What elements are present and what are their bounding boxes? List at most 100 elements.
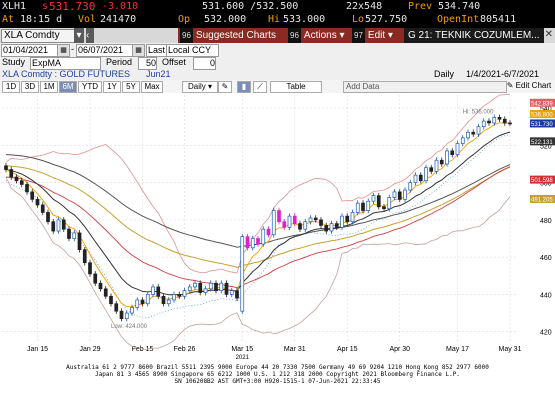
- candle-body: [51, 221, 56, 232]
- end-date-input[interactable]: 06/07/2021: [76, 44, 133, 57]
- candle-body: [182, 290, 187, 297]
- ticker-input[interactable]: XLA Comdty: [1, 29, 75, 43]
- candle-body: [298, 223, 302, 230]
- period-button-1y[interactable]: 1Y: [103, 81, 121, 93]
- oi-value: 805411: [480, 14, 517, 25]
- study-label: Study: [2, 57, 26, 67]
- x-tick-label: Apr 30: [389, 346, 410, 353]
- suggested-label: Suggested Charts: [195, 30, 276, 41]
- candle-body: [303, 221, 308, 230]
- period-button-max[interactable]: Max: [141, 81, 163, 93]
- candle-body: [145, 294, 150, 305]
- time-value: 18:15 d: [20, 14, 63, 25]
- price-tag-label: 522.131: [531, 140, 553, 146]
- candle-body: [492, 117, 497, 124]
- period-bar: 1D 3D 1M 6M YTD 1Y 5Y Max Daily ▾ ✎ ▮ ⟋ Table A…: [0, 80, 555, 93]
- candle-body: [30, 191, 35, 200]
- candle-body: [9, 169, 14, 178]
- period-button-ytd[interactable]: YTD: [78, 81, 102, 93]
- period-button-3d[interactable]: 3D: [21, 81, 39, 93]
- daily-select[interactable]: Daily ▾: [182, 81, 218, 93]
- add-data-input[interactable]: Add Data: [343, 81, 507, 93]
- price-tag-label: 531.730: [531, 122, 553, 128]
- price-tag-label: 536.800: [531, 113, 553, 119]
- low-annotation: Low: 424.000: [111, 324, 148, 330]
- chart-tool-icon-3[interactable]: ⟋: [253, 81, 267, 93]
- candle-body: [508, 122, 512, 125]
- candle-body: [140, 299, 145, 305]
- close-icon[interactable]: ✕: [544, 29, 553, 40]
- chart-tool-icon-1[interactable]: ✎: [218, 81, 232, 93]
- footer-line-3: SN 106208B2 AST GMT+3:00 H920-1515-1 07-…: [174, 378, 381, 385]
- contract-month: Jun21: [146, 69, 171, 79]
- chart-tool-icon-2[interactable]: ▮: [237, 81, 251, 93]
- offset-input[interactable]: 0: [193, 57, 216, 70]
- calendar-end-icon[interactable]: ▦: [132, 44, 145, 57]
- candle-body: [61, 219, 66, 230]
- candle-body: [4, 165, 8, 170]
- study-select[interactable]: ExpMA: [30, 57, 101, 70]
- candle-body: [214, 282, 218, 292]
- y-tick-label: 460: [540, 255, 552, 262]
- offset-label: Offset: [162, 57, 186, 67]
- bollinger-lower-line: [5, 176, 511, 350]
- edit-chart-button[interactable]: ✎ Edit Chart: [505, 81, 553, 91]
- candle-body: [161, 295, 166, 305]
- candle-body: [445, 150, 449, 165]
- calendar-icon[interactable]: ▦: [57, 44, 70, 57]
- period-button-5y[interactable]: 5Y: [122, 81, 140, 93]
- period-button-1m[interactable]: 1M: [40, 81, 58, 93]
- price-tag-label: 501.598: [531, 178, 553, 184]
- candle-body: [476, 126, 481, 135]
- price-tag: [530, 175, 555, 184]
- period-button-6m[interactable]: 6M: [59, 81, 77, 93]
- frequency-label: Daily: [434, 69, 455, 79]
- candle-body: [156, 286, 161, 297]
- footer-line-1: Australia 61 2 9777 8600 Brazil 5511 239…: [66, 364, 489, 371]
- edit-button[interactable]: 97 Edit ▾: [350, 28, 404, 43]
- candle-body: [130, 307, 134, 314]
- candle-body: [324, 225, 329, 232]
- candle-body: [229, 290, 234, 295]
- candle-body: [292, 215, 297, 224]
- candle-body: [271, 210, 276, 236]
- candle-body: [88, 262, 92, 275]
- candle-body: [166, 299, 171, 305]
- candle-body: [277, 210, 281, 223]
- candle-body: [361, 202, 365, 211]
- candle-body: [376, 195, 381, 208]
- scroll-left-icon[interactable]: ‹: [86, 28, 94, 43]
- candle-body: [172, 294, 176, 301]
- candle-body: [350, 212, 355, 223]
- candle-body: [481, 120, 486, 128]
- actions-button[interactable]: 96 Actions ▾: [286, 28, 350, 43]
- price-chart-area[interactable]: 420 440 460 480 500 520 540 Jan 15 Jan 29 Feb 15 F…: [0, 93, 555, 361]
- candle-body: [397, 191, 402, 200]
- bid-ask: 531.600 /532.500: [202, 1, 299, 12]
- candle-body: [109, 295, 113, 305]
- suggested-charts-button[interactable]: 96 Suggested Charts: [178, 28, 287, 43]
- period-button-1d[interactable]: 1D: [2, 81, 20, 93]
- price-tag: [530, 137, 555, 146]
- ema-5-line: [5, 122, 511, 308]
- candle-body: [450, 150, 455, 155]
- candle-body: [67, 228, 71, 239]
- currency-select[interactable]: Local CCY: [166, 44, 219, 57]
- candle-body: [82, 249, 87, 264]
- candle-body: [103, 288, 108, 297]
- y-tick-label: 440: [540, 292, 552, 299]
- period-input[interactable]: 50: [138, 57, 157, 70]
- table-button[interactable]: Table: [270, 81, 322, 93]
- last-price-select[interactable]: Last Price: [146, 44, 167, 57]
- candle-body: [266, 228, 271, 236]
- hi-annotation: Hi: 536.000: [463, 110, 494, 116]
- x-year-label: 2021: [236, 355, 250, 360]
- footer-line-2: Japan 81 3 4565 8900 Singapore 65 6212 1…: [95, 371, 460, 378]
- x-tick-label: May 31: [499, 346, 522, 353]
- candle-body: [56, 219, 61, 232]
- date-range-label: 1/4/2021-6/7/2021: [466, 69, 540, 79]
- start-date-input[interactable]: 01/04/2021: [1, 44, 58, 57]
- candle-body: [282, 221, 287, 228]
- window-title: G 21: TEKNIK COZUMLEM...: [404, 28, 544, 43]
- ticker-dropdown-icon[interactable]: ▾: [74, 28, 84, 43]
